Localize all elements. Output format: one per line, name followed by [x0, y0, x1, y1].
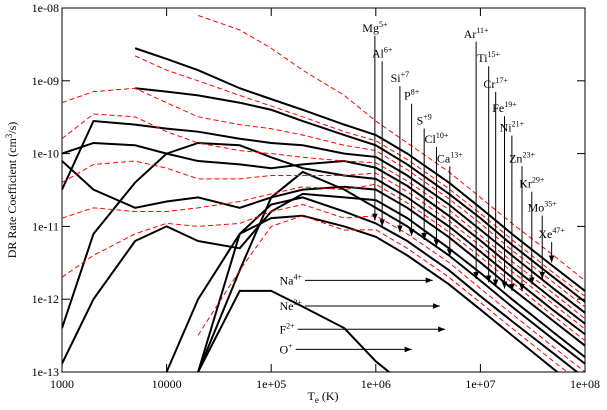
y-axis-label-main: DR Rate Coefficient (cm: [5, 138, 19, 259]
annotation-charge: 4+: [293, 272, 302, 281]
annotation-label: Cl10+: [425, 131, 449, 146]
series-line: [62, 160, 585, 330]
annotation-ion: Fe: [492, 101, 504, 115]
y-tick-label: 1e-12: [32, 292, 59, 306]
annotation-ion: Ca: [437, 151, 451, 165]
annotation-charge: 8+: [411, 88, 420, 97]
annotation-charge: +7: [401, 70, 410, 79]
series-line: [197, 14, 585, 282]
annotation-ion: Ar: [464, 27, 477, 41]
annotation-ion: Si: [391, 71, 402, 85]
annotation-charge: +: [288, 341, 293, 350]
annotation-label: Ti15+: [477, 50, 500, 65]
series-line: [197, 214, 560, 372]
annotation-ion: Ni: [500, 121, 513, 135]
x-axis-label-rest: (K): [319, 389, 339, 403]
x-tick-label: 1e+08: [570, 377, 600, 391]
annotation-charge: 11+: [476, 26, 489, 35]
annotation-label: Na4+: [279, 272, 302, 287]
series-line: [62, 113, 585, 320]
annotation-label: Ni21+: [500, 120, 525, 135]
x-axis-label-main: T: [307, 389, 315, 403]
annotation-label: Fe19+: [492, 100, 517, 115]
annotation-charge: 23+: [522, 150, 535, 159]
annotation-label: Zn23+: [509, 150, 535, 165]
x-tick-label: 1e+05: [256, 377, 286, 391]
annotation-ion: Zn: [509, 151, 522, 165]
annotation-ion: Cl: [425, 132, 437, 146]
annotation-label: P8+: [404, 88, 420, 103]
annotation-ion: Kr: [519, 177, 532, 191]
series-line: [134, 47, 585, 292]
annotation-charge: 35+: [544, 200, 557, 209]
annotation-charge: 10+: [436, 131, 449, 140]
annotation-charge: 2+: [286, 321, 295, 330]
annotation-label: Mo35+: [528, 200, 558, 215]
series-line: [62, 203, 585, 372]
y-tick-label: 1e-13: [32, 365, 59, 379]
annotation-label: Si+7: [391, 70, 410, 85]
y-tick-label: 1e-10: [32, 147, 59, 161]
annotation-label: Cr17+: [483, 76, 508, 91]
annotation-label: Al6+: [372, 45, 393, 60]
annotation-ion: P: [404, 89, 411, 103]
annotation-ion: Ne: [279, 299, 293, 313]
series-line: [197, 289, 391, 372]
y-axis-label-rest: /s): [5, 122, 19, 134]
annotation-ion: Al: [372, 46, 385, 60]
annotation-charge: 15+: [488, 50, 501, 59]
annotation-ion: Na: [279, 273, 294, 287]
annotation-ion: Xe: [538, 227, 552, 241]
plot-frame: [61, 7, 586, 373]
annotation-charge: 21+: [512, 120, 525, 129]
annotation-charge: 5+: [379, 20, 388, 29]
x-tick-label: 1000: [50, 377, 74, 391]
annotation-label: S+9: [417, 113, 432, 128]
annotation-label: Xe47+: [538, 226, 565, 241]
series-line: [62, 141, 585, 325]
y-axis-label: DR Rate Coefficient (cm3/s): [4, 122, 19, 259]
series-line: [135, 87, 585, 303]
annotation-charge: 13+: [450, 150, 463, 159]
annotation-label: Ne3+: [279, 298, 302, 313]
annotation-ion: O: [279, 342, 288, 356]
annotation-ion: Cr: [483, 77, 495, 91]
annotation-label: Kr29+: [519, 176, 545, 191]
y-axis-label-sup: 3: [4, 133, 14, 138]
annotation-charge: +9: [423, 113, 432, 122]
annotation-label: F2+: [279, 321, 295, 336]
annotation-ion: Mg: [362, 21, 379, 35]
annotation-charge: 29+: [532, 176, 545, 185]
x-tick-label: 1e+06: [361, 377, 391, 391]
annotation-ion: S: [417, 114, 424, 128]
annotation-label: O+: [279, 341, 293, 356]
annotation-label: Ca13+: [437, 150, 463, 165]
annotation-charge: 19+: [504, 100, 517, 109]
y-tick-label: 1e-09: [32, 74, 59, 88]
annotation-ion: F: [279, 322, 286, 336]
x-tick-label: 1e+07: [465, 377, 495, 391]
y-tick-label: 1e-08: [32, 1, 59, 15]
series-line: [197, 215, 569, 372]
x-axis-label-sub: e: [315, 395, 319, 405]
annotation-ion: Ti: [477, 51, 488, 65]
x-axis-label: Te (K): [307, 389, 338, 405]
annotation-charge: 3+: [293, 298, 302, 307]
series-line: [134, 55, 585, 297]
annotation-label: Ar11+: [464, 26, 489, 41]
x-tick-label: 10000: [152, 377, 182, 391]
y-tick-label: 1e-11: [32, 219, 59, 233]
annotation-charge: 6+: [384, 45, 393, 54]
annotation-charge: 47+: [552, 226, 565, 235]
annotation-ion: Mo: [528, 201, 545, 215]
annotation-label: Mg5+: [362, 20, 388, 35]
lines: [62, 14, 585, 372]
annotation-charge: 17+: [495, 76, 508, 85]
